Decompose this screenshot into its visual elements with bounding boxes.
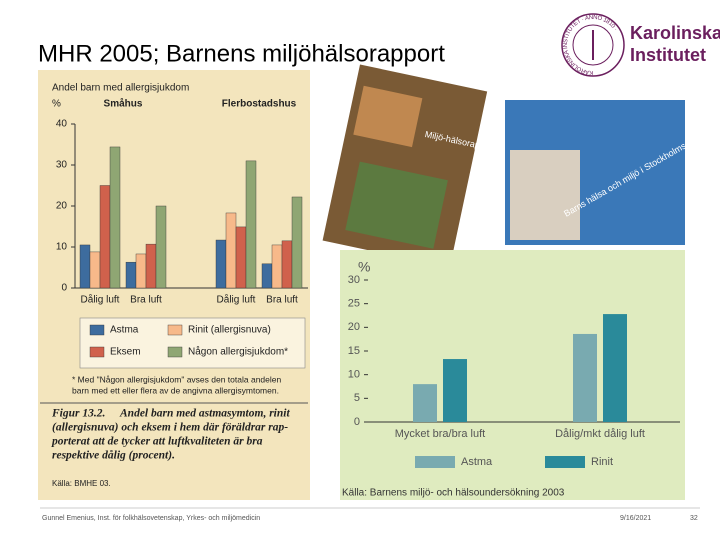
x-tick-label: Dålig luft <box>81 294 120 306</box>
y-axis-label: % <box>52 99 61 110</box>
y-axis-label: % <box>358 259 370 275</box>
bar <box>291 196 303 289</box>
cover-photo <box>345 161 448 249</box>
legend-label: Rinit <box>591 456 613 468</box>
caption-label: Figur 13.2. <box>51 408 105 420</box>
footer-date: 9/16/2021 <box>620 515 651 522</box>
cover-left: Miljö-hälsorapport 2005 <box>322 64 518 268</box>
legend-box <box>79 317 306 369</box>
bar <box>413 384 437 422</box>
right-panel <box>340 250 685 500</box>
y-tick-label: 20 <box>348 321 360 333</box>
caption-line: Andel barn med astmasymtom, rinit <box>119 408 290 420</box>
bar <box>79 244 91 289</box>
legend-swatch <box>415 456 455 468</box>
bar <box>135 253 147 289</box>
bar <box>99 185 111 289</box>
legend-label: Rinit (allergisnuva) <box>188 325 271 336</box>
y-tick-label: 0 <box>354 416 360 428</box>
bar <box>271 244 283 289</box>
legend-label: Någon allergisjukdom* <box>188 346 288 358</box>
y-tick-label: 20 <box>56 201 68 212</box>
y-tick-label: 30 <box>56 160 68 171</box>
legend-swatch <box>89 346 105 358</box>
bar <box>281 240 293 289</box>
cover-photo <box>353 85 423 148</box>
bar <box>125 261 137 289</box>
y-tick-label: 25 <box>348 298 360 310</box>
bar <box>225 212 237 289</box>
x-tick-label: Mycket bra/bra luft <box>395 428 485 440</box>
seal-ring <box>561 13 625 77</box>
footnote: * Med "Någon allergisjukdom" avses den t… <box>72 374 281 384</box>
legend-label: Eksem <box>110 347 141 358</box>
y-tick-label: 10 <box>56 242 68 253</box>
bar <box>155 205 167 289</box>
bar <box>603 314 627 422</box>
bar <box>145 243 157 289</box>
x-tick-label: Bra luft <box>130 295 162 306</box>
seal-inner <box>572 24 614 66</box>
caption-line: porterat att de tycker att luftkvalitete… <box>51 436 263 448</box>
legend-label: Astma <box>461 456 493 468</box>
logo-line: Karolinska <box>630 23 720 43</box>
footer-page: 32 <box>690 515 698 522</box>
y-tick-label: 5 <box>354 392 360 404</box>
bar <box>109 146 121 289</box>
slide-title: MHR 2005; Barnens miljöhälsorapport <box>38 40 445 67</box>
bar <box>235 226 247 289</box>
group-label: Flerbostadshus <box>222 99 297 110</box>
caption-line: (allergisnuva) och eksem i hem där föräl… <box>52 422 288 434</box>
legend-swatch <box>167 324 183 336</box>
chart-source: Källa: Barnens miljö- och hälsoundersökn… <box>342 488 565 499</box>
bar <box>261 263 273 289</box>
chart-right: 0 5 10 15 20 25 30% Mycket bra/bra luft Dålig/mk… <box>342 259 680 499</box>
y-tick-label: 10 <box>348 369 360 381</box>
cover-photos: Miljö-hälsorapport 2005 Barns hälsa och … <box>322 64 720 268</box>
y-tick-label: 15 <box>348 345 360 357</box>
x-tick-label: Dålig luft <box>217 294 256 306</box>
legend-label: Astma <box>110 325 139 336</box>
bar <box>573 333 597 422</box>
y-tick-label: 0 <box>61 283 67 294</box>
chart-title: Andel barn med allergisjukdom <box>52 83 189 94</box>
group-label: Småhus <box>104 98 143 110</box>
x-tick-label: Bra luft <box>266 295 298 306</box>
caption-line: respektive dålig (procent). <box>52 450 175 462</box>
x-tick-label: Dålig/mkt dålig luft <box>555 428 645 440</box>
legend-swatch <box>89 324 105 336</box>
legend-swatch <box>167 346 183 358</box>
cover-photo <box>510 150 580 240</box>
bar <box>89 251 101 289</box>
footer-author: Gunnel Emenius, Inst. för folkhälsoveten… <box>42 515 260 522</box>
legend-swatch <box>545 456 585 468</box>
logo-line: Institutet <box>630 45 706 65</box>
footnote: barn med ett eller flera av de angivna a… <box>72 385 279 395</box>
chart-source: Källa: BMHE 03. <box>52 479 111 488</box>
y-tick-label: 40 <box>56 119 68 130</box>
chart-left: 0 10 20 30 40% Dålig luft Bra luft Dålig luft Br… <box>40 83 308 488</box>
bar <box>245 160 257 289</box>
bar <box>443 359 467 422</box>
bar <box>215 239 227 289</box>
y-tick-label: 30 <box>348 274 360 286</box>
logo: KAROLINSKA INSTITUTET · ANNO 1810 · Karo… <box>561 13 720 77</box>
